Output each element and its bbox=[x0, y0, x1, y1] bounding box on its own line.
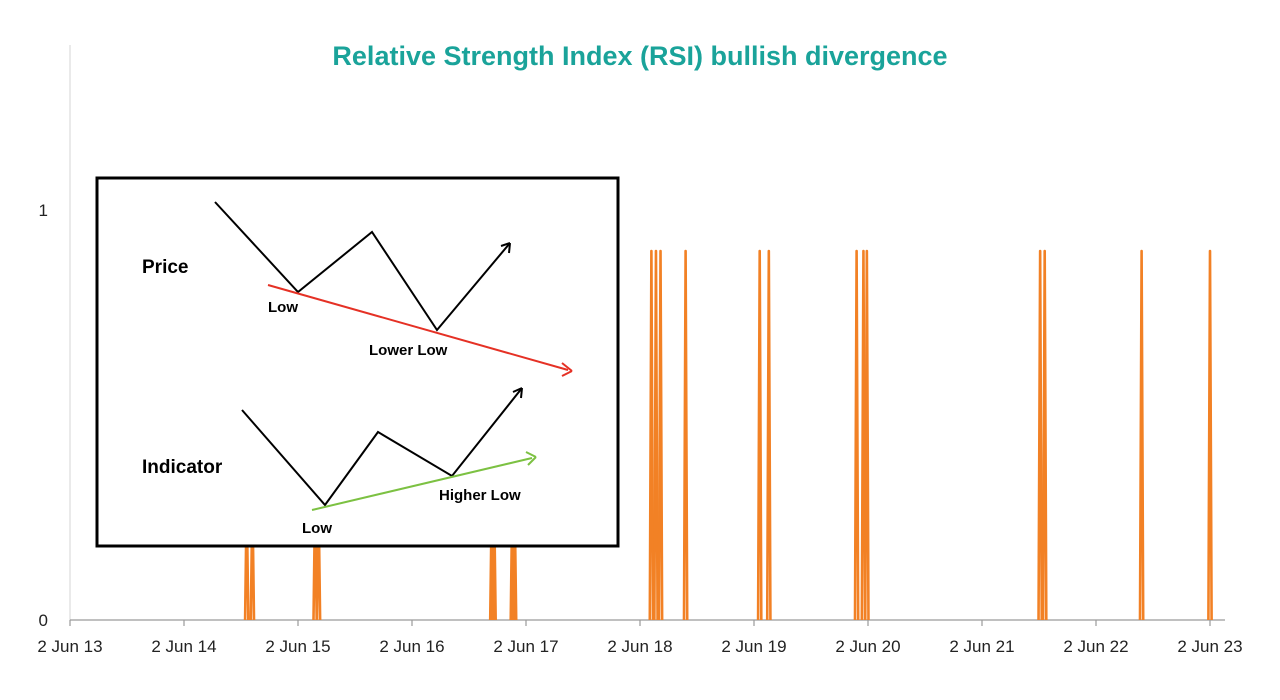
indicator-trend-line bbox=[311, 457, 533, 511]
chart-title: Relative Strength Index (RSI) bullish di… bbox=[332, 41, 947, 71]
indicator-low-label: Low bbox=[302, 520, 332, 537]
divergence-inset: Price Indicator Low Lower Low Low Higher… bbox=[95, 176, 620, 548]
y-tick-label: 1 bbox=[39, 201, 48, 220]
rsi-spike bbox=[765, 249, 772, 621]
rsi-spike bbox=[1037, 249, 1044, 621]
x-tick-label: 2 Jun 20 bbox=[835, 637, 900, 656]
indicator-trend-arrow-head bbox=[525, 451, 537, 466]
indicator-higher-low-label: Higher Low bbox=[439, 487, 521, 504]
indicator-label: Indicator bbox=[142, 457, 223, 478]
price-label: Price bbox=[142, 257, 188, 278]
price-trend-arrow-head bbox=[561, 362, 573, 377]
rsi-spike bbox=[1041, 249, 1048, 621]
indicator-arrow-head bbox=[512, 387, 523, 399]
indicator-path bbox=[241, 387, 523, 507]
rsi-spike bbox=[682, 249, 689, 621]
y-ticks: 01 bbox=[39, 201, 48, 630]
x-tick-label: 2 Jun 14 bbox=[151, 637, 216, 656]
price-trend-line bbox=[267, 284, 569, 371]
x-tick-label: 2 Jun 19 bbox=[721, 637, 786, 656]
x-tick-label: 2 Jun 22 bbox=[1063, 637, 1128, 656]
price-low-label: Low bbox=[268, 299, 298, 316]
x-tick-label: 2 Jun 18 bbox=[607, 637, 672, 656]
x-tick-label: 2 Jun 15 bbox=[265, 637, 330, 656]
inset-frame bbox=[95, 176, 620, 548]
x-tick-label: 2 Jun 21 bbox=[949, 637, 1014, 656]
rsi-spike bbox=[756, 249, 763, 621]
price-arrow-head bbox=[500, 242, 511, 254]
price-lower-low-label: Lower Low bbox=[369, 342, 448, 359]
rsi-spike bbox=[653, 249, 659, 621]
rsi-spike bbox=[863, 249, 870, 621]
rsi-spike bbox=[1207, 249, 1213, 621]
x-tick-label: 2 Jun 13 bbox=[37, 637, 102, 656]
y-tick-label: 0 bbox=[39, 611, 48, 630]
x-tick-label: 2 Jun 17 bbox=[493, 637, 558, 656]
rsi-spike bbox=[853, 249, 860, 621]
x-tick-label: 2 Jun 23 bbox=[1177, 637, 1242, 656]
rsi-spike bbox=[648, 249, 655, 621]
price-path bbox=[214, 201, 511, 332]
rsi-spike bbox=[1138, 249, 1145, 621]
x-tick-label: 2 Jun 16 bbox=[379, 637, 444, 656]
rsi-spike bbox=[657, 249, 664, 621]
x-ticks: 2 Jun 13 2 Jun 14 2 Jun 15 2 Jun 16 2 Jun 17… bbox=[37, 620, 1243, 656]
